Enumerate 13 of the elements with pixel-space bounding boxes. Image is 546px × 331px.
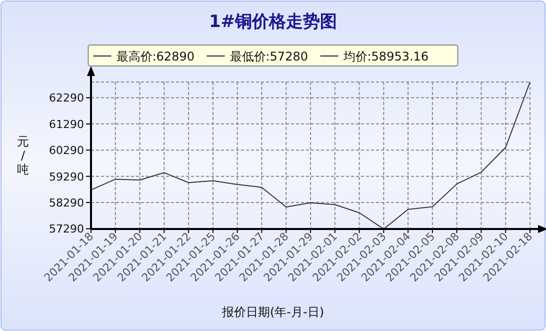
y-axis-title: 元/吨	[17, 134, 29, 176]
chart-title: 1#铜价格走势图	[208, 12, 338, 32]
y-tick-label: 62290	[49, 92, 84, 105]
text: 最低价:57280	[230, 50, 308, 64]
x-axis-title: 报价日期(年-月-日)	[220, 305, 324, 319]
y-tick-label: 57290	[49, 222, 84, 236]
y-tick-label: 60290	[49, 144, 84, 158]
y-tick-label: 58290	[49, 196, 84, 210]
y-tick-label: 59290	[49, 170, 84, 184]
line-series	[90, 82, 530, 230]
y-tick-label: 61290	[49, 118, 84, 131]
text: 最高价:62890	[116, 50, 194, 64]
text: 均价:58953.16	[342, 50, 429, 64]
